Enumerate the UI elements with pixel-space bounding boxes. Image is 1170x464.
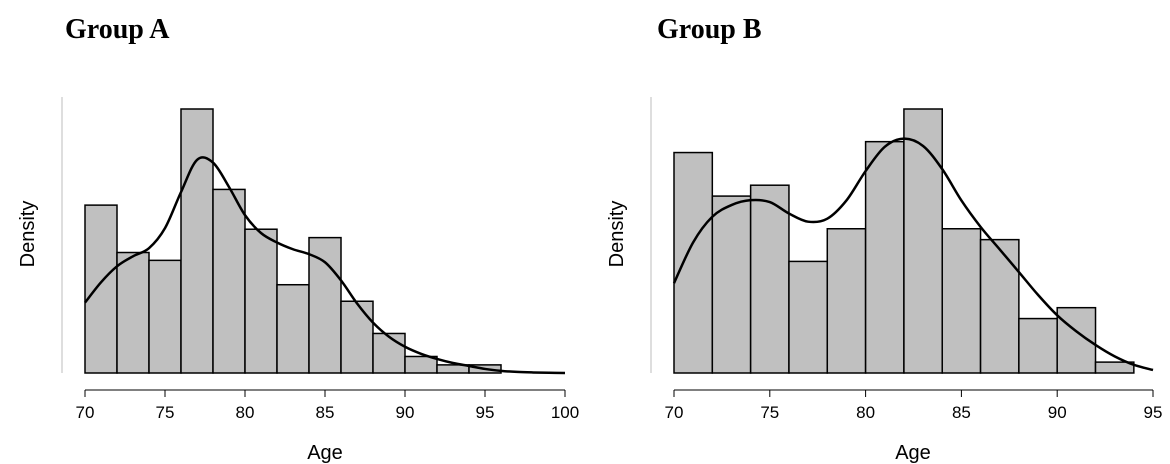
x-axis: 70 75 80 85 90 95 (665, 389, 1163, 422)
x-tick-label: 80 (236, 403, 255, 422)
histogram-bar (979, 238, 1020, 374)
histogram-bar (864, 140, 905, 374)
histogram-bar (180, 108, 214, 374)
x-tick-label: 70 (665, 403, 684, 422)
x-tick-label: 100 (551, 403, 579, 422)
x-tick-label: 70 (76, 403, 95, 422)
x-tick-label: 85 (952, 403, 971, 422)
histogram-bar (749, 184, 790, 374)
histogram-bar (903, 108, 943, 374)
panel-group-a: Group A Density Age 70 75 80 85 90 95 100 (17, 14, 579, 464)
x-axis: 70 75 80 85 90 95 100 (76, 389, 579, 422)
chart-title: Group B (657, 14, 762, 45)
x-tick-label: 80 (856, 403, 875, 422)
x-tick-label: 85 (316, 403, 335, 422)
histogram-bar (276, 283, 310, 374)
histogram-bar (1018, 317, 1058, 374)
x-tick-label: 90 (396, 403, 415, 422)
histogram-bar (84, 204, 118, 374)
histogram-bar (340, 300, 374, 374)
x-tick-label: 95 (1144, 403, 1163, 422)
histogram-bar (116, 251, 150, 374)
y-axis-label: Density (606, 201, 628, 268)
histogram-bar (1094, 361, 1135, 374)
histogram-bar (404, 355, 438, 374)
y-axis-label: Density (17, 201, 39, 268)
bars (673, 108, 1135, 374)
density-curve (672, 137, 1154, 372)
x-tick-label: 75 (156, 403, 175, 422)
histogram-bar (941, 228, 982, 374)
bars (84, 108, 502, 374)
x-axis-label: Age (895, 442, 931, 464)
x-tick-label: 95 (476, 403, 495, 422)
histogram-bar (711, 195, 752, 374)
histogram-bar (148, 259, 182, 374)
histogram-bar (308, 236, 342, 374)
histogram-bar (212, 188, 246, 374)
x-axis-label: Age (307, 442, 343, 464)
x-tick-label: 90 (1048, 403, 1067, 422)
histogram-bar (673, 151, 714, 374)
histogram-bar (244, 228, 278, 374)
panel-group-b: Group B Density Age 70 75 80 85 90 95 (606, 14, 1162, 464)
x-tick-label: 75 (760, 403, 779, 422)
chart-title: Group A (65, 14, 170, 45)
histogram-bar (826, 228, 867, 374)
density-curve (84, 156, 566, 375)
histogram-bar (372, 332, 406, 374)
histogram-bar (788, 260, 829, 374)
